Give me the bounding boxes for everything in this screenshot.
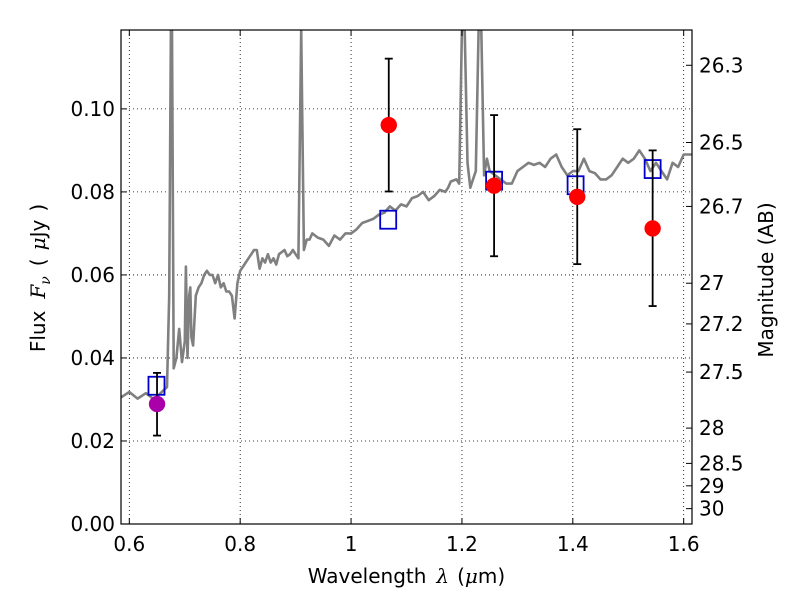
y-tick-label: 0.00 — [70, 512, 115, 536]
photometry-point — [148, 395, 166, 413]
photometry-point — [485, 177, 503, 194]
right-tick-label: 28 — [699, 416, 724, 440]
photometry-point — [380, 116, 398, 134]
right-tick-label: 28.5 — [699, 451, 744, 475]
right-tick-label: 27 — [699, 271, 724, 295]
right-tick-label: 29 — [699, 474, 724, 498]
right-tick-label: 30 — [699, 497, 724, 521]
model-spectrum-line — [121, 30, 692, 401]
right-tick-label: 26.3 — [699, 53, 744, 77]
x-tick-label: 1 — [345, 532, 358, 556]
y-tick-label: 0.06 — [70, 263, 115, 287]
x-tick-label: 1.6 — [668, 532, 700, 556]
photometry-point — [568, 188, 586, 206]
right-tick-label: 27.2 — [699, 312, 744, 336]
right-tick-label: 26.7 — [699, 194, 744, 218]
x-tick-label: 0.8 — [224, 532, 256, 556]
y-tick-label: 0.08 — [70, 180, 115, 204]
grid — [121, 30, 692, 525]
photometry-point — [644, 220, 661, 237]
y-tick-label: 0.04 — [70, 346, 115, 370]
series-layer — [121, 30, 692, 437]
right-tick-label: 27.5 — [699, 360, 744, 384]
right-axis-label: Magnitude (AB) — [754, 202, 778, 357]
x-axis-label: Wavelength λ (μm) — [308, 564, 505, 588]
x-tick-label: 0.6 — [113, 532, 145, 556]
x-tick-label: 1.4 — [557, 532, 589, 556]
y-tick-label: 0.02 — [70, 429, 115, 453]
x-tick-label: 1.2 — [446, 532, 478, 556]
y-axis-label: FluxFν(μJy) — [26, 204, 54, 352]
synthetic-square-point — [379, 209, 398, 230]
ticks: 0.6 0.8 1 1.2 1.4 1.6 0.00 0.02 0.04 0.06 0.08 0.10… — [70, 30, 744, 556]
y-tick-label: 0.10 — [70, 97, 115, 121]
right-tick-label: 26.5 — [699, 130, 744, 154]
plot-frame — [120, 29, 693, 525]
